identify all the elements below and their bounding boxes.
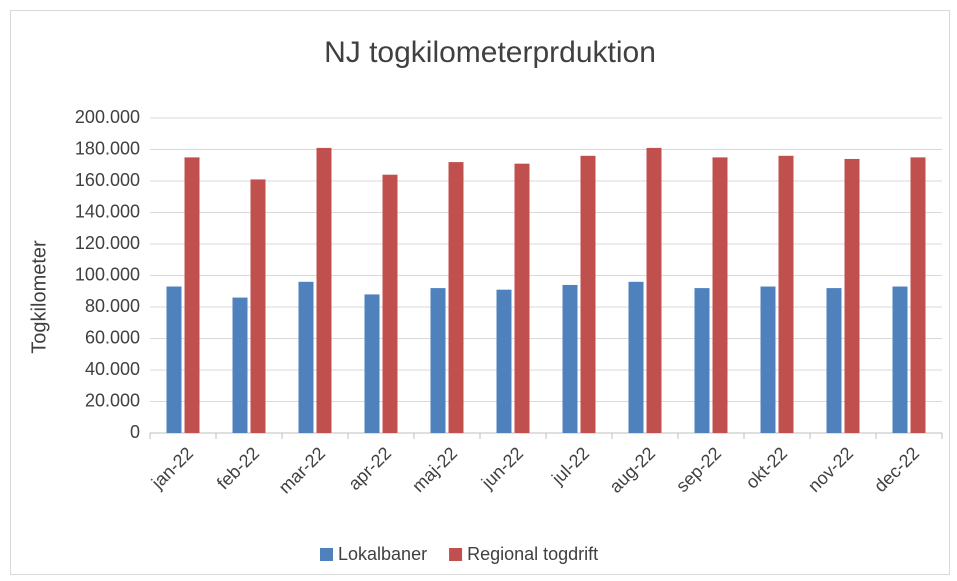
legend-swatch	[449, 548, 463, 561]
y-tick-label: 140.000	[75, 201, 140, 221]
bar	[232, 297, 248, 433]
bar	[826, 288, 842, 433]
y-tick-label: 40.000	[85, 359, 140, 379]
bar	[910, 157, 926, 433]
y-tick-label: 0	[130, 422, 140, 442]
bar	[250, 179, 266, 433]
y-tick-label: 100.000	[75, 264, 140, 284]
y-tick-label: 60.000	[85, 327, 140, 347]
bar	[382, 174, 398, 433]
bar	[184, 157, 200, 433]
bar	[514, 163, 530, 434]
y-axis-label: Togkilometer	[28, 240, 50, 354]
bar	[844, 158, 860, 433]
bar	[778, 155, 794, 434]
y-tick-label: 200.000	[75, 107, 140, 127]
bar	[628, 281, 644, 433]
bar	[430, 288, 446, 433]
legend-label: Lokalbaner	[338, 544, 427, 564]
legend-label: Regional togdrift	[467, 544, 598, 564]
y-tick-label: 20.000	[85, 390, 140, 410]
bar	[760, 286, 776, 433]
y-tick-label: 80.000	[85, 296, 140, 316]
chart-border	[10, 10, 950, 575]
bar	[316, 147, 332, 434]
y-tick-label: 160.000	[75, 170, 140, 190]
bar	[448, 162, 464, 433]
y-tick-label: 120.000	[75, 233, 140, 253]
bar	[496, 289, 512, 433]
bar	[580, 155, 596, 434]
bar	[364, 294, 380, 433]
bar	[298, 281, 314, 433]
chart-title: NJ togkilometerprduktion	[324, 36, 656, 69]
bar	[712, 157, 728, 433]
bar	[562, 284, 578, 433]
y-tick-label: 180.000	[75, 138, 140, 158]
legend-swatch	[320, 548, 333, 561]
bar	[892, 286, 908, 433]
bar	[646, 147, 662, 434]
bar	[166, 286, 182, 433]
bar	[694, 288, 710, 433]
